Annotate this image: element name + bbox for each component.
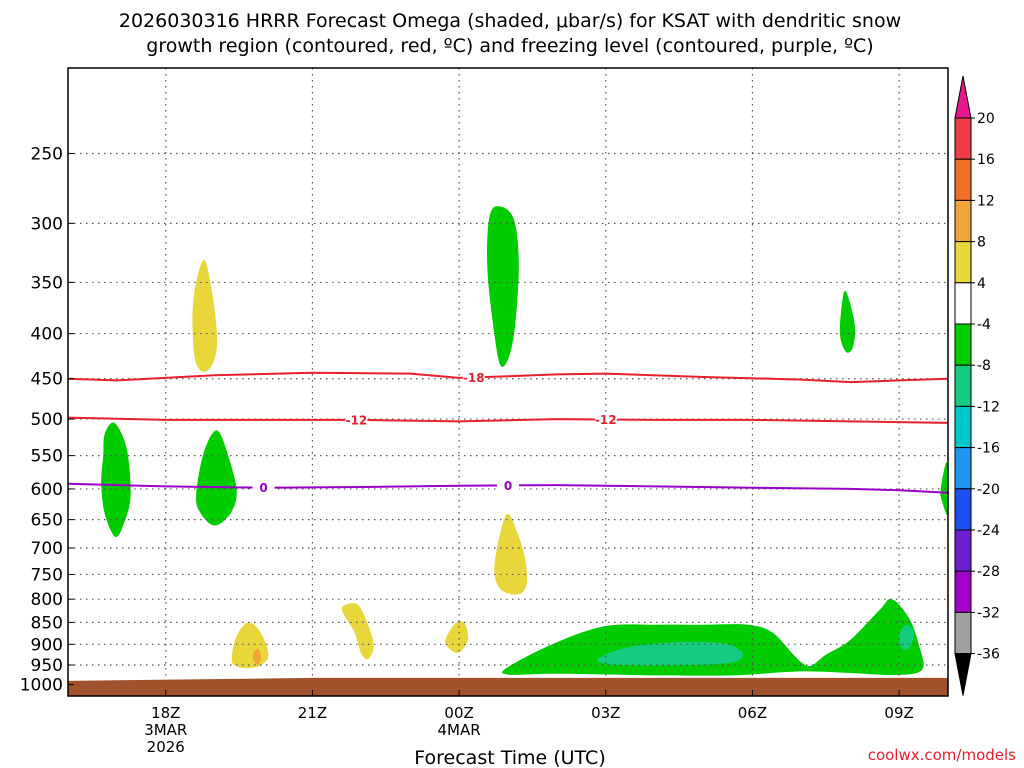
y-tick-label: 1000 bbox=[20, 676, 63, 696]
y-tick-label: 700 bbox=[31, 539, 63, 559]
plot-background bbox=[68, 68, 948, 696]
colorbar-swatch-6 bbox=[954, 364, 972, 407]
surface-layer bbox=[68, 677, 948, 696]
temperature-contours: -18 -12 -12 0 0 bbox=[67, 370, 949, 495]
colorbar-label: 20 bbox=[977, 111, 995, 127]
colorbar-swatch-5 bbox=[954, 323, 972, 366]
contour-line-0 bbox=[67, 482, 949, 494]
contour-label-bg bbox=[252, 480, 275, 495]
y-tick-label: 300 bbox=[31, 214, 63, 234]
omega-region-9 bbox=[445, 621, 469, 653]
colorbar-label: -8 bbox=[977, 358, 991, 374]
omega-region-3 bbox=[486, 206, 519, 367]
colorbar: 20 16 12 8 4 -4 -8 -12 -16 -20 -24 -28 -32 -36 bbox=[954, 75, 1000, 696]
y-tick-label: 750 bbox=[31, 565, 63, 585]
credit-text: coolwx.com/models bbox=[868, 746, 1016, 764]
y-tick-label: 600 bbox=[31, 480, 63, 500]
colorbar-swatch-0 bbox=[954, 117, 972, 160]
x-tick-label: 00Z bbox=[444, 704, 473, 722]
colorbar-swatch-7 bbox=[954, 405, 972, 449]
contour-label: 0 bbox=[504, 479, 512, 493]
colorbar-swatch-3 bbox=[954, 241, 972, 284]
ground-surface bbox=[68, 677, 948, 696]
y-tick-label: 400 bbox=[31, 325, 63, 345]
x-tick-label: 4MAR bbox=[438, 721, 481, 739]
contour-label: 0 bbox=[259, 481, 267, 495]
y-tick-label: 500 bbox=[31, 410, 63, 430]
y-tick-label: 900 bbox=[31, 635, 63, 655]
omega-region-2 bbox=[192, 259, 218, 372]
colorbar-label: -24 bbox=[977, 523, 1000, 539]
x-tick-label: 21Z bbox=[298, 704, 327, 722]
colorbar-label: 8 bbox=[977, 235, 986, 251]
colorbar-swatch-4 bbox=[954, 282, 972, 325]
x-tick-label: 2026 bbox=[147, 738, 185, 756]
colorbar-label: -36 bbox=[977, 647, 1000, 663]
contour-label-bg bbox=[497, 478, 519, 493]
contour-label: -12 bbox=[595, 413, 617, 427]
omega-shaded-regions bbox=[101, 206, 948, 676]
x-tick-label: 09Z bbox=[884, 704, 913, 722]
colorbar-label: -32 bbox=[977, 605, 1000, 621]
colorbar-label: -16 bbox=[977, 441, 1000, 457]
colorbar-swatch-2 bbox=[954, 199, 972, 243]
chart-subtitle: growth region (contoured, red, ºC) and f… bbox=[146, 35, 873, 57]
x-tick-label: 06Z bbox=[738, 704, 767, 722]
omega-region-8 bbox=[341, 603, 374, 660]
colorbar-label: -12 bbox=[977, 399, 1000, 415]
x-axis-label: Forecast Time (UTC) bbox=[414, 747, 605, 768]
colorbar-label: 4 bbox=[977, 276, 986, 292]
omega-region-1 bbox=[196, 430, 237, 526]
omega-region-10 bbox=[252, 648, 262, 665]
colorbar-label: -28 bbox=[977, 564, 1000, 580]
contour-label-bg bbox=[594, 412, 617, 427]
y-tick-label: 550 bbox=[31, 447, 63, 467]
colorbar-top-arrow bbox=[954, 75, 972, 119]
colorbar-swatch-8 bbox=[954, 447, 972, 490]
x-tick-label: 03Z bbox=[591, 704, 620, 722]
colorbar-label: 12 bbox=[977, 193, 995, 209]
contour-line--12 bbox=[67, 416, 949, 424]
colorbar-swatch-10 bbox=[954, 529, 972, 572]
colorbar-label: -4 bbox=[977, 317, 991, 333]
contour-label: -12 bbox=[346, 413, 368, 427]
x-tick-label: 3MAR bbox=[144, 721, 187, 739]
y-tick-label: 950 bbox=[31, 656, 63, 676]
contour-label: -18 bbox=[463, 371, 485, 385]
y-tick-label: 250 bbox=[31, 144, 63, 164]
y-tick-label: 850 bbox=[31, 613, 63, 633]
colorbar-swatch-1 bbox=[954, 158, 972, 201]
omega-region-13 bbox=[898, 624, 914, 650]
omega-region-0 bbox=[101, 422, 131, 538]
colorbar-swatch-12 bbox=[954, 611, 972, 655]
x-tick-label: 18Z bbox=[151, 704, 180, 722]
y-axis-ticks: 2503003504004505005506006507007508008509… bbox=[20, 144, 74, 696]
omega-region-12 bbox=[597, 641, 744, 666]
y-tick-label: 350 bbox=[31, 273, 63, 293]
contour-label-bg bbox=[462, 370, 485, 385]
colorbar-swatch-9 bbox=[954, 488, 972, 531]
omega-region-5 bbox=[839, 290, 856, 353]
plot-frame bbox=[67, 67, 949, 697]
contour-label-bg bbox=[345, 412, 368, 427]
y-tick-label: 650 bbox=[31, 511, 63, 531]
contour-line--18 bbox=[67, 371, 949, 384]
colorbar-label: -20 bbox=[977, 482, 1000, 498]
colorbar-bottom-arrow bbox=[954, 653, 972, 696]
y-tick-label: 450 bbox=[31, 370, 63, 390]
colorbar-label: 16 bbox=[977, 152, 995, 168]
y-tick-label: 800 bbox=[31, 590, 63, 610]
chart-title: 2026030316 HRRR Forecast Omega (shaded, … bbox=[119, 10, 901, 32]
colorbar-swatch-11 bbox=[954, 570, 972, 613]
